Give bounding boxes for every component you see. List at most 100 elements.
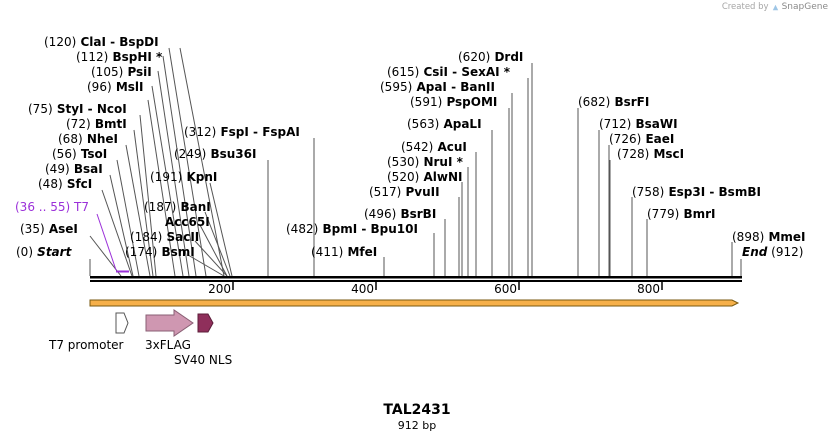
enzyme-name: PspOMI [442,95,497,109]
enzyme-site-label[interactable]: (530) NruI * [387,155,464,169]
leader-line [101,189,133,277]
enzyme-site-label[interactable]: (120) ClaI - BspDI [44,35,159,49]
enzyme-name: MfeI [343,245,377,259]
site-label-end[interactable]: End (912) [742,245,803,259]
orf-arrow[interactable] [89,299,740,307]
enzyme-site-label[interactable]: (726) EaeI [609,132,674,146]
leader-line [139,114,157,277]
enzyme-position: (0) [16,245,33,259]
enzyme-name: End [742,245,768,259]
enzyme-position: (530) [387,155,419,169]
enzyme-site-label[interactable]: (517) PvuII [369,185,440,199]
enzyme-site-label[interactable]: (184) SacII [130,230,199,244]
primer-name: T7 [70,200,89,214]
enzyme-name: BsrFI [610,95,649,109]
leader-line [116,159,140,277]
leader-line [209,182,233,277]
enzyme-site-label[interactable]: (591) PspOMI [410,95,497,109]
enzyme-site-label[interactable]: (411) MfeI [311,245,377,259]
enzyme-name-alt: - BspDI [106,35,159,49]
enzyme-site-label[interactable]: (187) BanI [144,200,211,214]
enzyme-site-label[interactable]: (496) BsrBI [364,207,436,221]
leader-line [133,129,154,277]
primer-t7[interactable] [96,213,129,273]
snapgene-logo-icon [772,4,778,10]
3xflag-arrow [145,309,194,337]
enzyme-position: (898) [732,230,764,244]
enzyme-site-label[interactable]: (595) ApaI - BanII [380,80,495,94]
enzyme-site-label[interactable]: (75) StyI - NcoI [28,102,127,116]
enzyme-site-label[interactable]: (48) SfcI [38,177,92,191]
enzyme-site-label[interactable]: (728) MscI [617,147,684,161]
enzyme-position: (105) [91,65,123,79]
enzyme-position: (120) [44,35,76,49]
enzyme-site-label[interactable]: (712) BsaWI [599,117,678,131]
enzyme-name-alt: - BsmBI [705,185,761,199]
primer-leader-line [96,213,117,271]
enzyme-site-label[interactable]: Acc65I [165,215,210,229]
enzyme-name: SfcI [63,177,93,191]
enzyme-site-label[interactable]: (312) FspI - FspAI [184,125,300,139]
enzyme-position: (682) [578,95,610,109]
enzyme-position: (96) [87,80,112,94]
enzyme-star: * [500,65,511,79]
backbone: 200 400 600 800 [90,276,742,296]
enzyme-site-label[interactable]: (758) Esp3I - BsmBI [632,185,761,199]
enzyme-site-label[interactable]: (68) NheI [58,132,118,146]
feature-label-sv40-nls: SV40 NLS [174,353,232,367]
enzyme-site-label[interactable]: (779) BmrI [647,207,716,221]
enzyme-position: (174) [125,245,157,259]
leader-line [194,240,228,277]
t7-promoter-arrow [115,312,129,334]
site-label-start[interactable]: (0) Start [16,245,73,259]
enzyme-position: (728) [617,147,649,161]
enzyme-site-label[interactable]: (620) DrdI [458,50,523,64]
feature-sv40-nls[interactable] [197,313,214,333]
primer-label-t7[interactable]: (36 .. 55) T7 [15,200,89,214]
sv40-nls-arrow [197,313,214,333]
enzyme-position: (758) [632,185,664,199]
feature-3xflag[interactable] [145,309,194,337]
enzyme-site-label[interactable]: (49) BsaI [45,162,103,176]
enzyme-position: (75) [28,102,53,116]
leader-line [168,47,207,277]
enzyme-position: (520) [387,170,419,184]
enzyme-position: (912) [767,245,803,259]
enzyme-position: (595) [380,80,412,94]
enzyme-site-label[interactable]: (520) AlwNI [387,170,462,184]
enzyme-site-label[interactable]: (174) BsmI [125,245,195,259]
enzyme-position: (56) [52,147,77,161]
enzyme-site-label[interactable]: (35) AseI [20,222,78,236]
enzyme-site-label[interactable]: (563) ApaLI [407,117,482,131]
enzyme-name: AseI [45,222,78,236]
enzyme-position: (112) [76,50,108,64]
enzyme-site-label[interactable]: (482) BpmI - Bpu10I [286,222,418,236]
enzyme-site-label[interactable]: (191) KpnI [150,170,217,184]
enzyme-site-label[interactable]: (96) MslI [87,80,143,94]
enzyme-name: BspHI [108,50,152,64]
enzyme-name: MscI [649,147,684,161]
leader-line [187,254,225,277]
enzyme-position: (563) [407,117,439,131]
leader-line [151,85,184,277]
enzyme-site-label[interactable]: (72) BmtI [66,117,127,131]
enzyme-position: (35) [20,222,45,236]
enzyme-name: NheI [83,132,118,146]
enzyme-position: (184) [130,230,162,244]
enzyme-position: (615) [387,65,419,79]
enzyme-name: BmtI [91,117,127,131]
sequence-length: 912 bp [397,419,437,432]
enzyme-site-label[interactable]: (112) BspHI * [76,50,163,64]
enzyme-site-label[interactable]: (898) MmeI [732,230,806,244]
enzyme-site-label[interactable]: (682) BsrFI [578,95,649,109]
ruler-label: 400 [351,282,374,296]
leader-line [147,99,176,277]
enzyme-site-label[interactable]: (542) AcuI [401,140,467,154]
enzyme-site-label[interactable]: (105) PsiI [91,65,152,79]
enzyme-site-label[interactable]: (249) Bsu36I [174,147,256,161]
feature-t7-promoter[interactable] [115,312,129,334]
enzyme-site-label[interactable]: (615) CsiI - SexAI * [387,65,511,79]
enzyme-star: * [152,50,163,64]
credit-prefix: Created by [721,2,769,12]
enzyme-site-label[interactable]: (56) TsoI [52,147,107,161]
